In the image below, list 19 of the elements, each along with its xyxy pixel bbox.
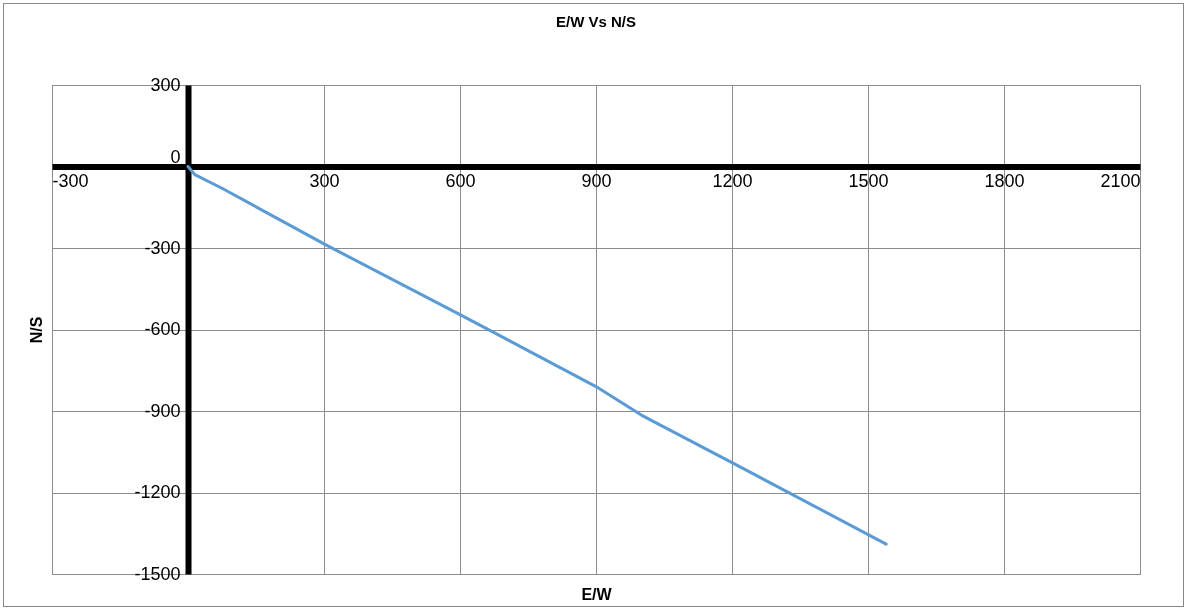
y-axis-title: N/S	[27, 316, 45, 344]
x-tick-label: 1500	[848, 171, 889, 191]
x-tick-label: 600	[445, 171, 476, 191]
x-axis-title: E/W	[581, 585, 613, 603]
x-tick-label: 1200	[712, 171, 753, 191]
y-tick-label: -600	[144, 319, 181, 339]
x-tick-label: 1800	[984, 171, 1025, 191]
x-tick-label: 300	[309, 171, 340, 191]
x-tick-label: -300	[52, 171, 89, 191]
y-tick-label: -1200	[134, 482, 181, 502]
x-tick-label: 900	[581, 171, 612, 191]
y-tick-label: 0	[170, 147, 181, 167]
line-series	[186, 165, 888, 546]
x-tick-label: 2100	[1100, 171, 1141, 191]
chart-title: E/W Vs N/S	[555, 13, 637, 30]
y-tick-label: -300	[144, 237, 181, 258]
y-tick-label: 300	[150, 74, 181, 95]
y-tick-label: -900	[144, 400, 181, 421]
y-tick-label: -1500	[134, 563, 181, 584]
